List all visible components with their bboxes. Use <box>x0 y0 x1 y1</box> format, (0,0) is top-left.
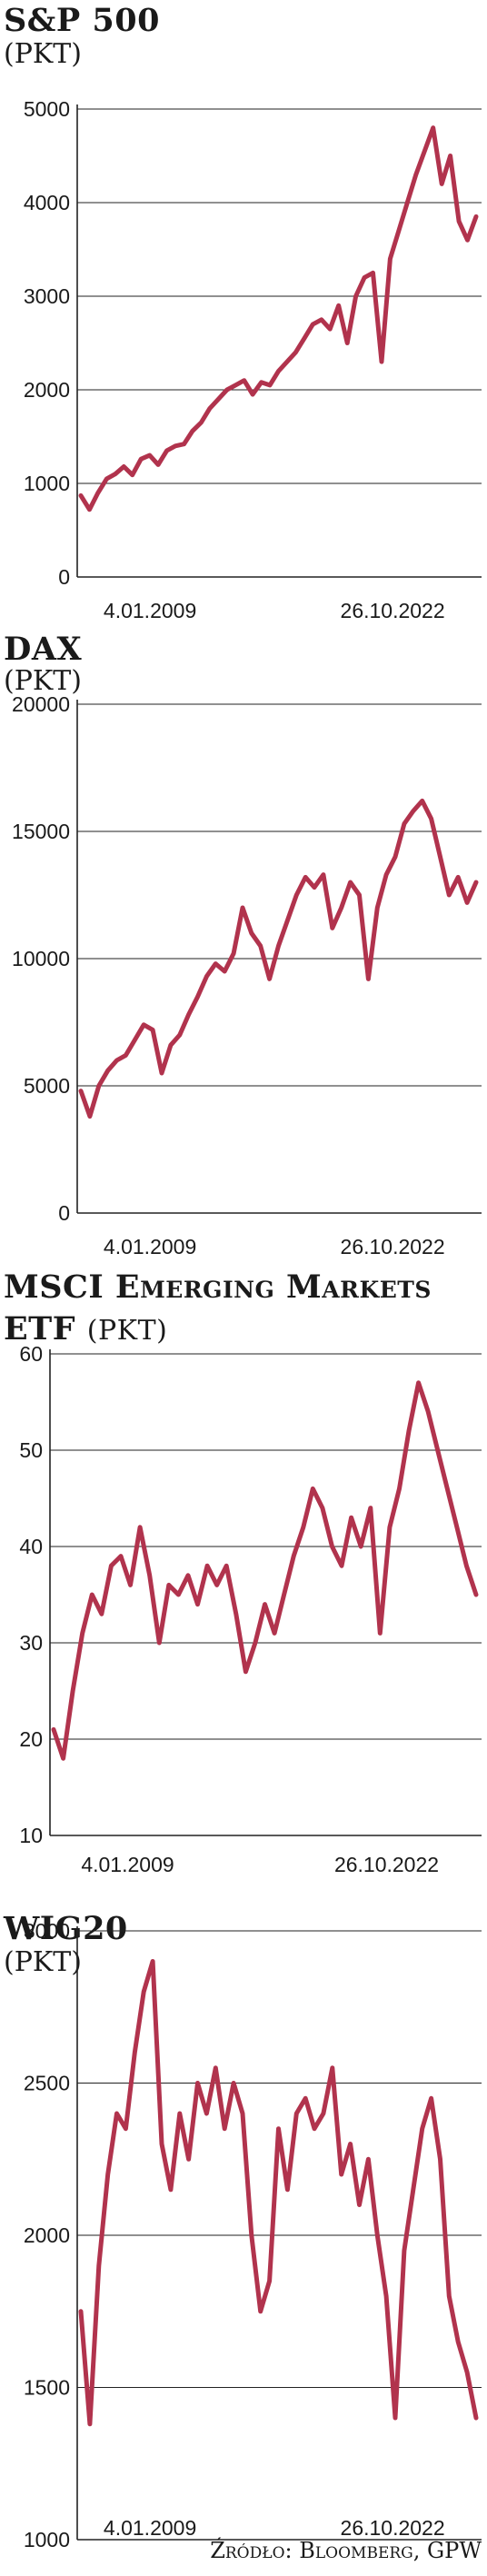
y-tick-label: 10000 <box>12 947 70 970</box>
y-tick-label: 5000 <box>24 1074 70 1098</box>
series-line <box>51 1380 479 1761</box>
series-line <box>78 798 479 1119</box>
y-tick-label: 5000 <box>24 97 70 121</box>
unit-label: (PKT) <box>86 1315 168 1347</box>
x-tick-label: 26.10.2022 <box>341 1235 445 1258</box>
y-tick-label: 0 <box>58 565 70 589</box>
series-line <box>78 125 479 512</box>
y-tick-label: 3000 <box>24 1919 70 1943</box>
unit-label: (PKT) <box>4 665 83 697</box>
chart-panel-dax: DAX (PKT) 0 5000 10000 15000 20000 4.01.2009 2… <box>0 627 487 1263</box>
y-tick-label: 50 <box>19 1438 43 1462</box>
y-tick-label: 1500 <box>24 2376 70 2400</box>
chart-title: WIG20 <box>4 1910 128 1947</box>
x-tick-label: 26.10.2022 <box>341 599 445 622</box>
wig20-line-chart: 1000 1500 2000 2500 3000 4.01.2009 26.10.2022 <box>24 1919 482 2551</box>
y-tick-label: 30 <box>19 1631 43 1655</box>
x-tick-label: 4.01.2009 <box>104 599 196 622</box>
y-tick-label: 2000 <box>24 2223 70 2247</box>
y-tick-label: 15000 <box>12 820 70 843</box>
y-tick-label: 2500 <box>24 2072 70 2095</box>
unit-label: (PKT) <box>4 38 83 70</box>
x-tick-label: 26.10.2022 <box>334 1853 439 1876</box>
x-tick-label: 4.01.2009 <box>81 1853 174 1876</box>
chart-title: MSCI Emerging Markets <box>4 1268 432 1306</box>
y-tick-label: 20 <box>19 1727 43 1751</box>
chart-title: DAX <box>4 631 83 668</box>
dax-line-chart: 0 5000 10000 15000 20000 4.01.2009 26.10.2022 <box>12 692 482 1258</box>
y-tick-label: 1000 <box>24 472 70 495</box>
y-tick-label: 60 <box>19 1342 43 1366</box>
x-tick-label: 4.01.2009 <box>104 1235 196 1258</box>
chart-title: S&P 500 <box>4 2 160 39</box>
y-tick-label: 3000 <box>24 284 70 308</box>
y-tick-label: 10 <box>19 1824 43 1847</box>
y-tick-label: 4000 <box>24 191 70 214</box>
x-tick-label: 4.01.2009 <box>104 2516 196 2540</box>
source-note: Źródło: Bloomberg, GPW <box>210 2538 482 2563</box>
chart-panel-sp500: S&P 500 (PKT) 0 1000 2000 3000 4000 5000 4.01.… <box>0 0 487 627</box>
chart-title-line-2: ETF (PKT) <box>4 1310 168 1348</box>
y-tick-label: 40 <box>19 1535 43 1558</box>
y-tick-label: 1000 <box>24 2528 70 2551</box>
y-tick-label: 2000 <box>24 378 70 402</box>
y-tick-label: 0 <box>58 1201 70 1225</box>
chart-panel-wig20: WIG20 (PKT) 1000 1500 2000 2500 3000 4.01.200… <box>0 1908 487 2576</box>
unit-label: (PKT) <box>4 1946 83 1978</box>
sp500-line-chart: 0 1000 2000 3000 4000 5000 4.01.2009 26.10.2022 <box>24 97 482 622</box>
chart-panel-msci-em-etf: MSCI Emerging Markets ETF (PKT) 10 20 30 40… <box>0 1263 487 1908</box>
series-line <box>78 1959 479 2427</box>
msci-em-etf-line-chart: 10 20 30 40 50 60 4.01.2009 26.10.2022 <box>19 1342 482 1876</box>
y-tick-label: 20000 <box>12 692 70 716</box>
x-tick-label: 26.10.2022 <box>341 2516 445 2540</box>
